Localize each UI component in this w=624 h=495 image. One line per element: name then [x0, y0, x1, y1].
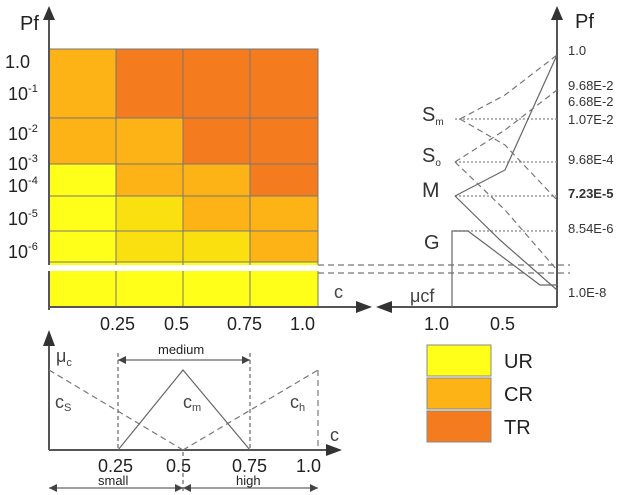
grid-cell-2-2 — [182, 163, 251, 197]
right-x-arrow-icon — [376, 301, 392, 313]
x-tick-0.5: 0.5 — [164, 314, 189, 334]
mem-x-tick-0.25: 0.25 — [98, 456, 133, 476]
mem-x-arrow-icon — [326, 444, 342, 456]
level-sm: Sm — [422, 104, 444, 128]
y-tick-10-2: 10-2 — [8, 123, 38, 144]
mem-x-tick-1.0: 1.0 — [296, 456, 321, 476]
grid-cell-0-3 — [249, 48, 319, 119]
legend-swatch-tr — [426, 410, 492, 443]
right-y-arrow-icon — [551, 6, 563, 20]
grid-cell-4-2 — [182, 230, 251, 263]
curve-m-lower — [454, 195, 558, 291]
y-tick-10-3: 10-3 — [8, 153, 38, 174]
level-m: M — [422, 179, 440, 202]
small-arrow-left-icon — [49, 484, 57, 492]
legend: UR CR TR — [426, 344, 533, 443]
value-6.68e-2: 6.68E-2 — [568, 94, 614, 109]
medium-arrow-right-icon — [242, 356, 250, 364]
high-arrow-right-icon — [310, 484, 318, 492]
small-label: small — [98, 473, 128, 488]
y-tick-10-4: 10-4 — [8, 175, 38, 196]
level-so: So — [422, 145, 441, 169]
value-9.68e-2: 9.68E-2 — [568, 78, 614, 93]
right-x-tick-1.0: 1.0 — [424, 314, 449, 334]
medium-label: medium — [158, 342, 204, 357]
value-7.23e-5-highlight: 7.23E-5 — [568, 186, 614, 201]
left-x-arrow-icon — [356, 301, 372, 313]
value-1.0: 1.0 — [568, 43, 586, 58]
left-x-label: c — [334, 282, 343, 302]
grid-cell-2-3 — [249, 163, 319, 197]
right-x-label: μcf — [410, 286, 435, 306]
x-tick-1.0: 1.0 — [290, 314, 315, 334]
curve-sm-upper — [459, 54, 558, 120]
y-tick-10-6: 10-6 — [8, 241, 38, 262]
x-tick-0.75: 0.75 — [227, 314, 262, 334]
mem-x-tick-0.5: 0.5 — [166, 456, 191, 476]
grid-cell-1-2 — [182, 117, 251, 165]
small-arrow-right-icon — [175, 484, 183, 492]
grid-cell-3-1 — [115, 195, 184, 232]
grid-cell-1-3 — [249, 117, 319, 165]
right-y-label: Pf — [575, 11, 594, 33]
curve-label-cs: cS — [55, 392, 71, 414]
mem-x-tick-0.75: 0.75 — [232, 456, 267, 476]
grid-cell-1-0 — [48, 117, 117, 165]
value-9.68e-4: 9.68E-4 — [568, 152, 614, 167]
right-level-lines — [455, 118, 557, 232]
medium-arrow-left-icon — [118, 356, 126, 364]
curve-m-upper — [454, 54, 558, 197]
curve-so-upper — [454, 89, 558, 163]
grid-cell-0-1 — [115, 48, 184, 119]
right-curves — [451, 54, 558, 307]
y-tick-1: 1.0 — [5, 52, 30, 72]
high-label: high — [236, 473, 261, 488]
right-x-tick-0.5: 0.5 — [490, 314, 515, 334]
left-y-ticks: 1.0 10-1 10-2 10-3 10-4 10-5 10-6 — [5, 52, 38, 262]
grid-cell-2-0 — [48, 163, 117, 197]
value-1.0e-8: 1.0E-8 — [568, 285, 606, 300]
grid-cell-2-1 — [115, 163, 184, 197]
curve-label-cm: cm — [183, 392, 201, 414]
curve-so-lower — [454, 161, 558, 271]
curve-sm-lower — [459, 118, 558, 201]
grid-cell-1-1 — [115, 117, 184, 165]
y-tick-10-1: 10-1 — [8, 83, 38, 104]
mem-y-arrow-icon — [43, 330, 55, 346]
grid-cell-4-0 — [48, 230, 117, 263]
left-y-label: Pf — [20, 13, 39, 35]
grid-cell-3-3 — [249, 195, 319, 232]
legend-label-ur: UR — [504, 351, 533, 373]
grid-cell-3-2 — [182, 195, 251, 232]
legend-swatch-ur — [426, 344, 492, 377]
grid-cell-4-1 — [115, 230, 184, 263]
curve-g — [451, 230, 557, 307]
grid-cell-0-2 — [182, 48, 251, 119]
risk-grid — [48, 48, 319, 308]
curve-cm — [117, 369, 251, 451]
curve-label-ch: ch — [290, 392, 305, 414]
legend-label-tr: TR — [504, 417, 531, 439]
curve-ch — [182, 369, 319, 451]
left-y-arrow-icon — [43, 6, 55, 20]
mem-x-label: c — [330, 425, 339, 445]
mem-y-label: μc — [56, 346, 72, 369]
value-1.07e-2: 1.07E-2 — [568, 112, 614, 127]
right-value-labels: 1.0 9.68E-2 6.68E-2 1.07E-2 9.68E-4 7.23… — [568, 43, 614, 300]
high-arrow-left-icon — [183, 484, 191, 492]
left-x-ticks: 0.25 0.5 0.75 1.0 — [100, 314, 315, 334]
legend-label-cr: CR — [504, 384, 533, 406]
legend-swatch-cr — [426, 377, 492, 410]
level-g: G — [424, 232, 440, 254]
grid-cell-4-3 — [249, 230, 319, 263]
curve-cs — [48, 369, 184, 451]
grid-cell-3-0 — [48, 195, 117, 232]
x-tick-0.25: 0.25 — [100, 314, 135, 334]
y-tick-10-5: 10-5 — [8, 208, 38, 229]
grid-cell-0-0 — [48, 48, 117, 119]
value-8.54e-6: 8.54E-6 — [568, 221, 614, 236]
